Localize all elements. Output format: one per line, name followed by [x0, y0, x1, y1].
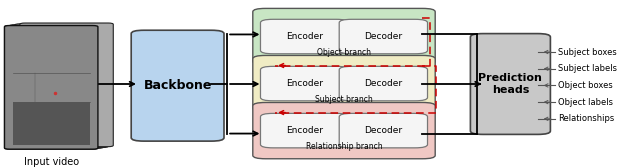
FancyBboxPatch shape — [339, 113, 428, 148]
FancyBboxPatch shape — [260, 19, 349, 54]
Text: Subject branch: Subject branch — [315, 95, 373, 104]
FancyBboxPatch shape — [4, 26, 98, 149]
FancyBboxPatch shape — [131, 30, 224, 141]
Text: Prediction
heads: Prediction heads — [479, 73, 542, 95]
FancyBboxPatch shape — [260, 66, 349, 101]
Text: Relationship branch: Relationship branch — [306, 142, 382, 151]
FancyBboxPatch shape — [20, 23, 113, 147]
Text: Backbone: Backbone — [143, 79, 212, 92]
Polygon shape — [13, 102, 90, 145]
FancyBboxPatch shape — [253, 102, 435, 159]
Text: Relationships: Relationships — [558, 114, 614, 123]
Text: Input video: Input video — [24, 157, 79, 167]
Text: Decoder: Decoder — [364, 32, 403, 41]
FancyBboxPatch shape — [260, 113, 349, 148]
FancyBboxPatch shape — [339, 19, 428, 54]
Text: Encoder: Encoder — [286, 126, 323, 135]
FancyBboxPatch shape — [15, 24, 108, 148]
FancyBboxPatch shape — [253, 55, 435, 112]
Text: Subject boxes: Subject boxes — [558, 48, 617, 56]
Text: Encoder: Encoder — [286, 32, 323, 41]
Text: Object labels: Object labels — [558, 98, 613, 107]
Text: Encoder: Encoder — [286, 79, 323, 88]
FancyBboxPatch shape — [339, 66, 428, 101]
Text: Decoder: Decoder — [364, 79, 403, 88]
FancyBboxPatch shape — [253, 8, 435, 65]
FancyBboxPatch shape — [10, 25, 103, 148]
Text: Object branch: Object branch — [317, 48, 371, 57]
FancyBboxPatch shape — [4, 26, 98, 149]
Text: Decoder: Decoder — [364, 126, 403, 135]
Text: Object boxes: Object boxes — [558, 81, 613, 90]
FancyBboxPatch shape — [470, 34, 550, 134]
Text: Subject labels: Subject labels — [558, 64, 617, 73]
